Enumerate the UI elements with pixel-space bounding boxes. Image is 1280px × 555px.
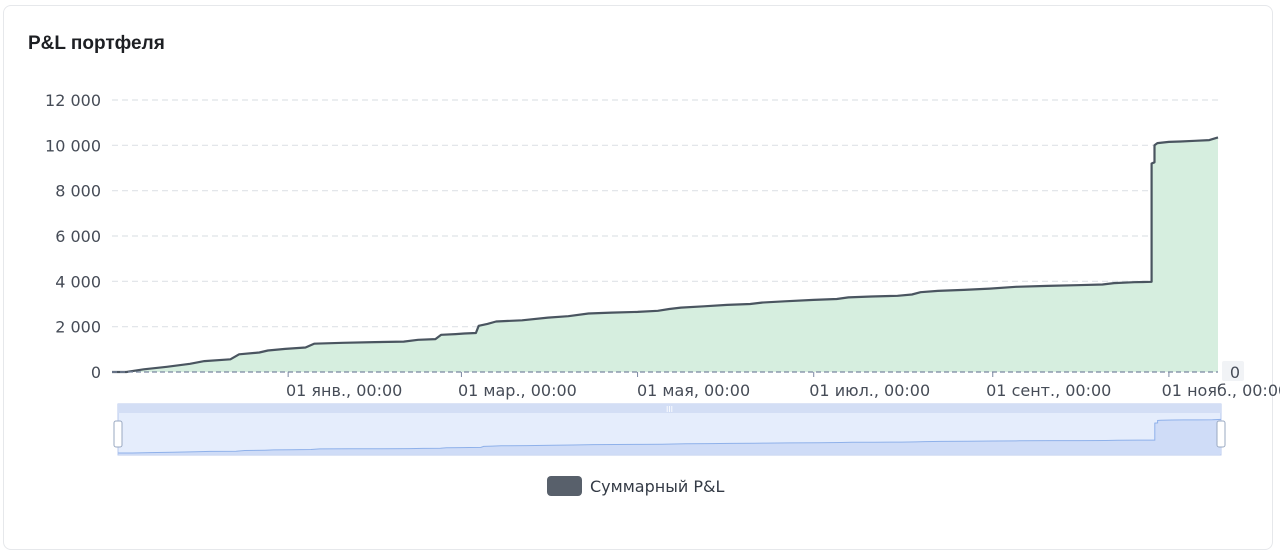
x-tick-label: 01 янв., 00:00 xyxy=(286,381,402,400)
navigator-line xyxy=(118,418,1222,454)
y-tick-label: 8 000 xyxy=(55,182,101,201)
series-fill xyxy=(112,137,1218,372)
x-tick-label: 01 мар., 00:00 xyxy=(458,381,577,400)
end-value-label: 0 xyxy=(1230,363,1240,382)
x-axis-ticks: 01 янв., 00:00 01 мар., 00:00 01 мая, 00:0… xyxy=(286,372,1280,400)
x-tick-label: 01 мая, 00:00 xyxy=(637,381,750,400)
y-tick-label: 6 000 xyxy=(55,227,101,246)
navigator-top-bar xyxy=(118,404,1221,413)
y-tick-label: 4 000 xyxy=(55,272,101,291)
y-axis-ticks: 0 2 000 4 000 6 000 8 000 10 000 12 000 xyxy=(45,91,101,382)
x-tick-label: 01 нояб., 00:00 xyxy=(1162,381,1280,400)
navigator-handle-right[interactable] xyxy=(1216,420,1226,448)
navigator-grip-icon: III xyxy=(666,405,673,414)
navigator-area xyxy=(118,419,1221,454)
end-value-box xyxy=(1222,361,1244,381)
pnl-card: P&L портфеля xyxy=(3,5,1273,550)
y-tick-label: 10 000 xyxy=(45,136,101,155)
series-area: 0 xyxy=(112,136,1244,382)
legend-label: Суммарный P&L xyxy=(590,476,725,496)
legend-swatch xyxy=(547,476,582,496)
y-tick-label: 0 xyxy=(91,363,101,382)
chart-title: P&L портфеля xyxy=(28,33,165,54)
x-tick-label: 01 сент., 00:00 xyxy=(986,381,1111,400)
navigator-handle-left[interactable] xyxy=(113,420,123,448)
y-tick-label: 12 000 xyxy=(45,91,101,110)
legend-item-total-pnl[interactable]: Суммарный P&L xyxy=(547,475,724,497)
zoom-navigator[interactable]: III xyxy=(113,403,1226,456)
y-tick-label: 2 000 xyxy=(55,318,101,337)
series-line xyxy=(112,136,1219,374)
x-tick-label: 01 июл., 00:00 xyxy=(809,381,930,400)
